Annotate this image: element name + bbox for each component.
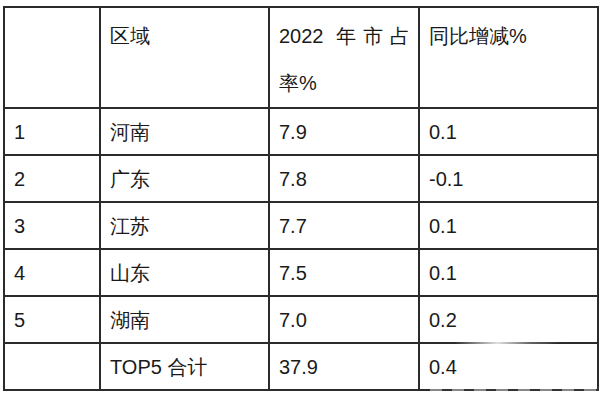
cell-share: 7.0 <box>269 296 419 343</box>
cell-share: 7.8 <box>269 155 419 202</box>
cell-yoy: 0.1 <box>419 202 598 249</box>
table-total-row: TOP5 合计 37.9 0.4 <box>4 343 598 390</box>
table-header-row: 区域 2022 年市占率% 同比增减% <box>4 7 598 108</box>
header-region: 区域 <box>100 7 269 108</box>
table-row: 2 广东 7.8 -0.1 <box>4 155 598 202</box>
table-row: 3 江苏 7.7 0.1 <box>4 202 598 249</box>
cell-rank: 5 <box>4 296 100 343</box>
cell-region: TOP5 合计 <box>100 343 269 390</box>
cell-yoy: 0.4 <box>419 343 598 390</box>
market-share-table: 区域 2022 年市占率% 同比增减% 1 河南 7.9 0.1 2 广东 7.… <box>3 6 599 391</box>
table-row: 5 湖南 7.0 0.2 <box>4 296 598 343</box>
cell-region: 江苏 <box>100 202 269 249</box>
cell-share: 7.9 <box>269 108 419 155</box>
header-yoy: 同比增减% <box>419 7 598 108</box>
cell-share: 37.9 <box>269 343 419 390</box>
cell-yoy: 0.1 <box>419 108 598 155</box>
cell-rank: 4 <box>4 249 100 296</box>
header-rank <box>4 7 100 108</box>
cell-rank <box>4 343 100 390</box>
cell-region: 山东 <box>100 249 269 296</box>
cell-yoy: 0.2 <box>419 296 598 343</box>
table-row: 1 河南 7.9 0.1 <box>4 108 598 155</box>
cell-share: 7.5 <box>269 249 419 296</box>
cell-region: 河南 <box>100 108 269 155</box>
cell-region: 湖南 <box>100 296 269 343</box>
table-row: 4 山东 7.5 0.1 <box>4 249 598 296</box>
header-share: 2022 年市占率% <box>269 7 419 108</box>
cell-rank: 3 <box>4 202 100 249</box>
cell-region: 广东 <box>100 155 269 202</box>
cell-rank: 2 <box>4 155 100 202</box>
cell-rank: 1 <box>4 108 100 155</box>
cell-yoy: -0.1 <box>419 155 598 202</box>
cell-yoy: 0.1 <box>419 249 598 296</box>
cell-share: 7.7 <box>269 202 419 249</box>
